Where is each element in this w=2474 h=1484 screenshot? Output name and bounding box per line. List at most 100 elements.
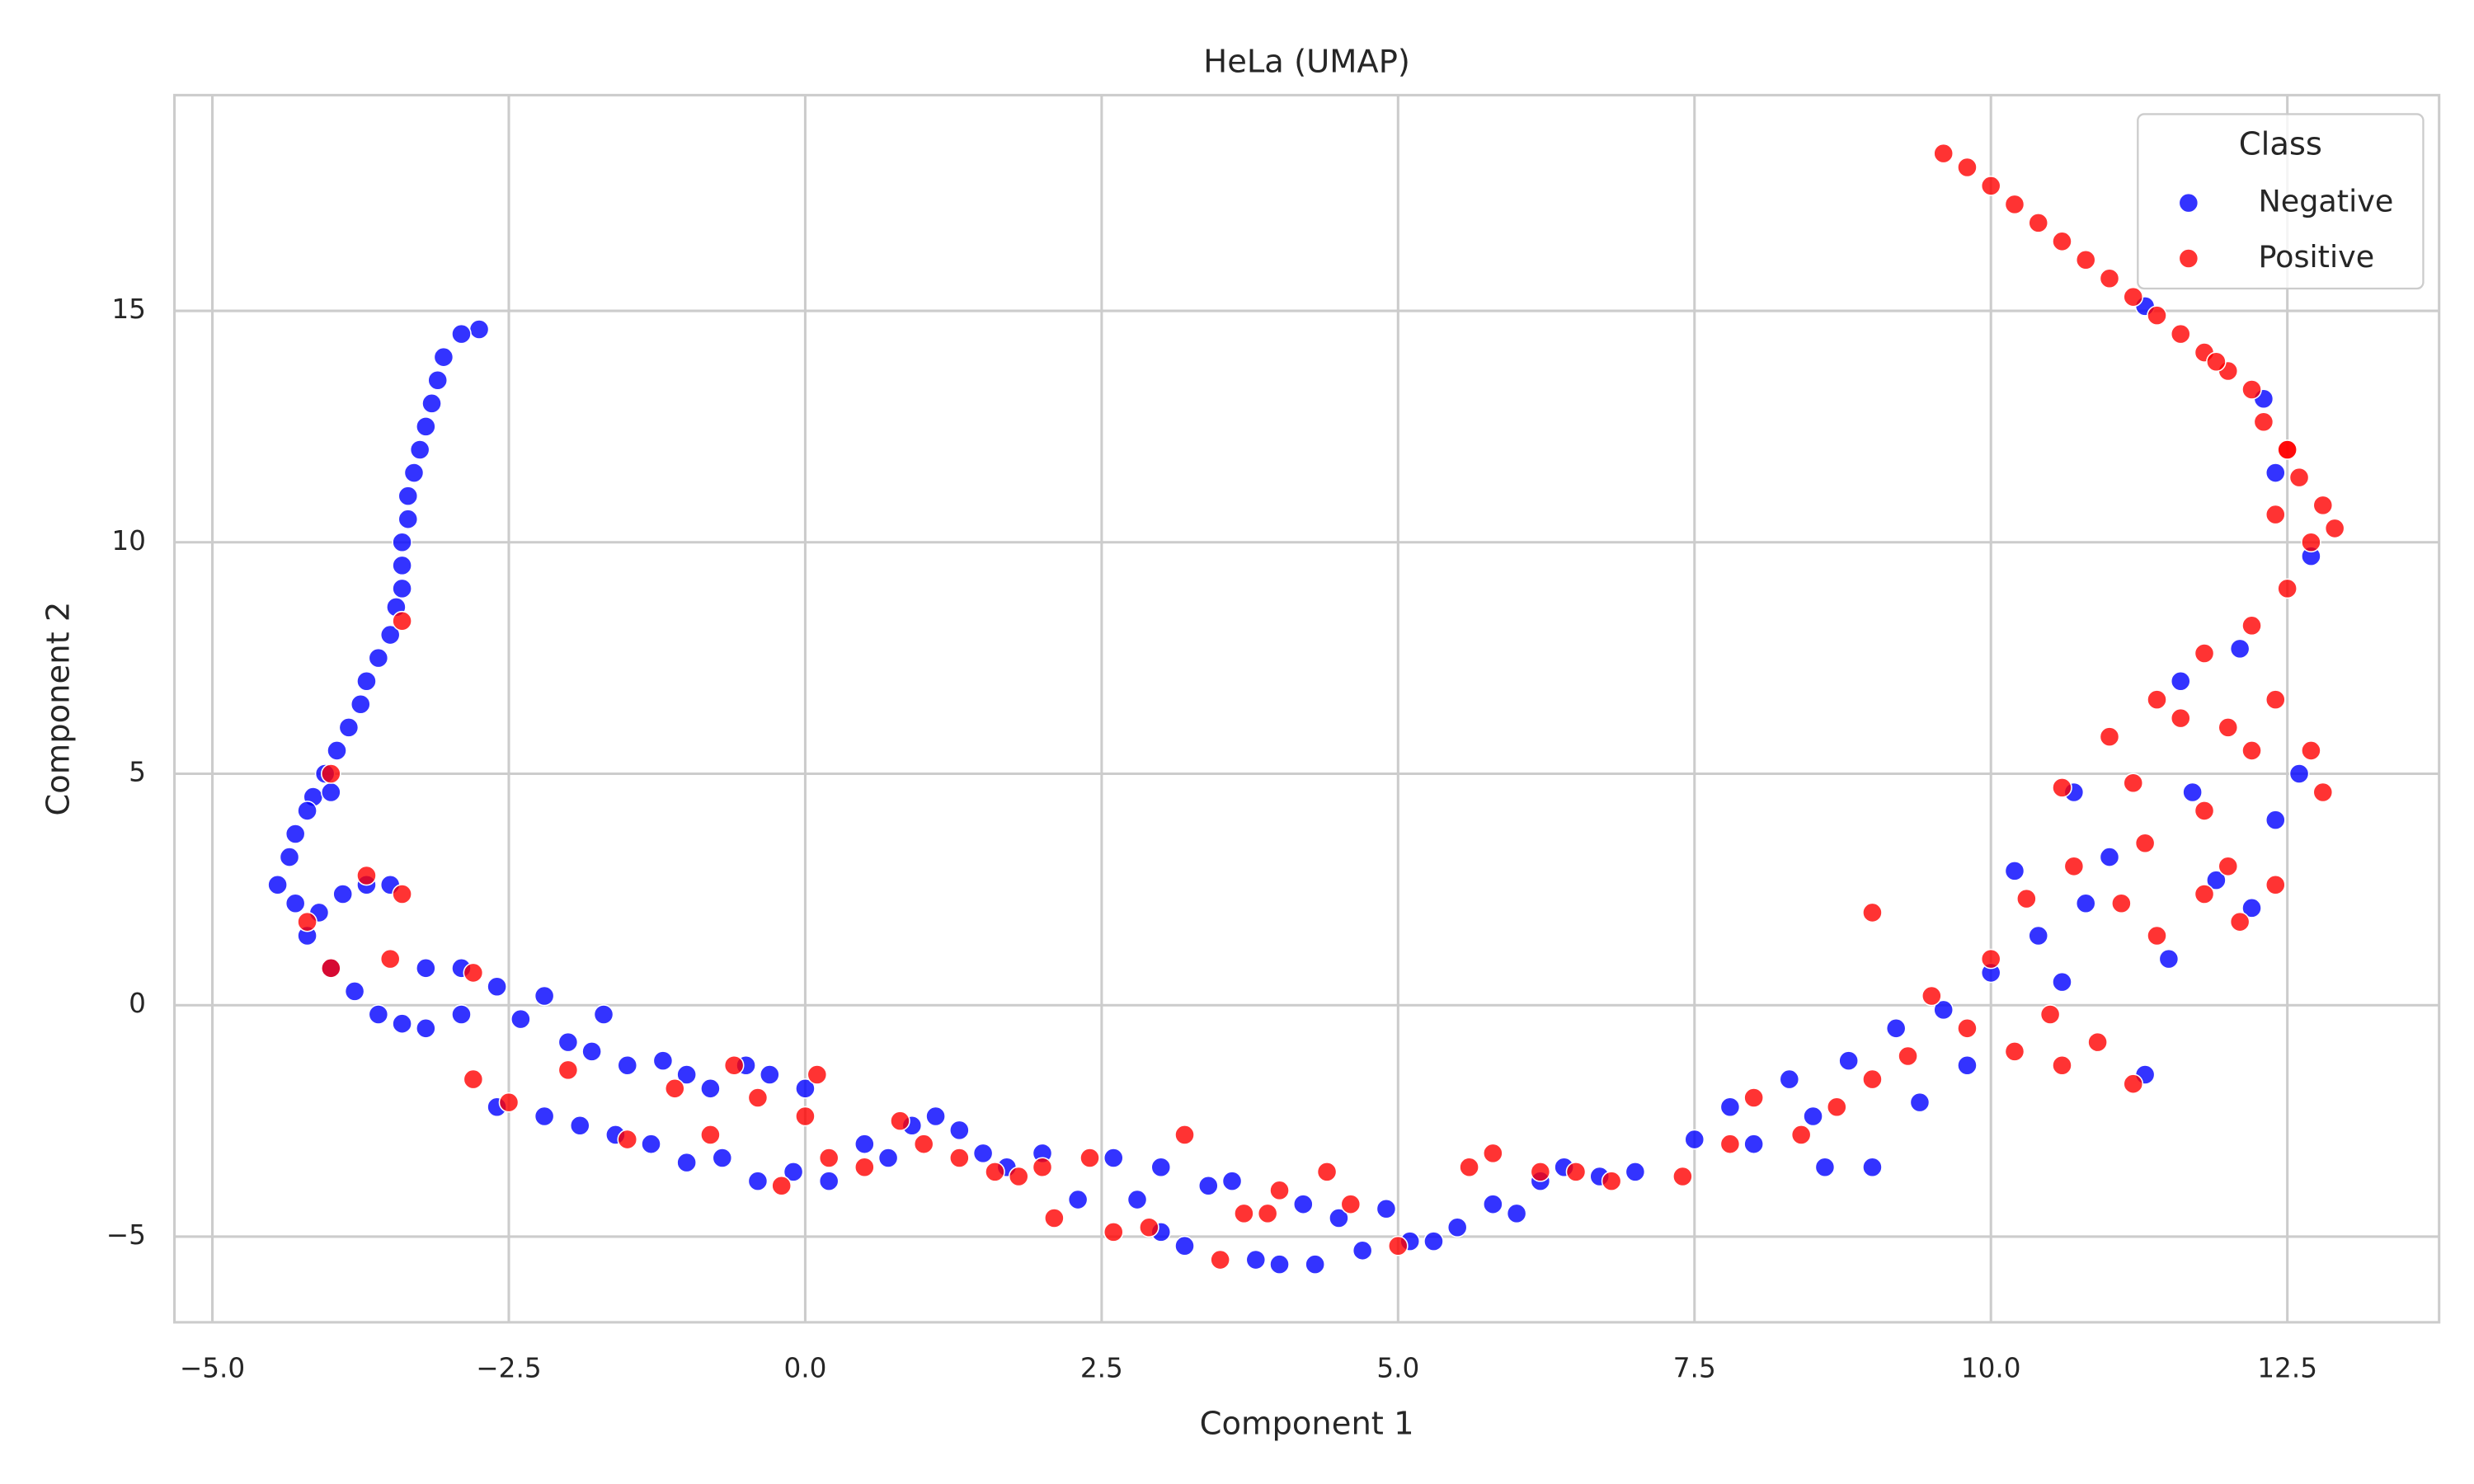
point bbox=[1980, 948, 2001, 970]
point bbox=[1197, 1175, 1219, 1196]
point bbox=[854, 1157, 875, 1178]
point bbox=[2265, 463, 2286, 483]
point bbox=[854, 1134, 875, 1154]
point bbox=[1719, 1097, 1741, 1118]
point bbox=[368, 1004, 389, 1025]
point bbox=[2147, 305, 2167, 326]
point bbox=[1446, 1217, 1468, 1238]
legend-label: Negative bbox=[2258, 184, 2393, 219]
point bbox=[403, 463, 425, 483]
chart-title: HeLa (UMAP) bbox=[1203, 43, 1410, 80]
point bbox=[1625, 1162, 1646, 1182]
point bbox=[297, 911, 317, 932]
y-tick-label: 5 bbox=[129, 757, 146, 788]
point bbox=[700, 1078, 721, 1099]
point bbox=[463, 1068, 484, 1090]
point bbox=[1506, 1203, 1527, 1224]
point bbox=[2229, 638, 2251, 660]
point bbox=[1139, 1217, 1159, 1238]
y-tick-label: −5 bbox=[106, 1219, 146, 1251]
point bbox=[557, 1031, 579, 1053]
point bbox=[723, 1054, 745, 1076]
point bbox=[392, 532, 412, 553]
point bbox=[1210, 1249, 1230, 1270]
point bbox=[327, 740, 347, 761]
point bbox=[1684, 1129, 1705, 1150]
point bbox=[1316, 1162, 1338, 1182]
point bbox=[285, 824, 306, 844]
point bbox=[1245, 1249, 1267, 1270]
point bbox=[2028, 925, 2049, 946]
point bbox=[2111, 893, 2132, 914]
grid bbox=[174, 95, 2439, 1322]
point bbox=[807, 1064, 828, 1085]
point bbox=[2253, 411, 2274, 433]
x-tick-label: 12.5 bbox=[2257, 1353, 2317, 1384]
point bbox=[1921, 985, 1942, 1007]
point bbox=[267, 874, 288, 895]
point bbox=[1329, 1208, 1349, 1228]
point bbox=[913, 1134, 934, 1154]
point bbox=[2301, 532, 2321, 553]
point bbox=[1803, 1106, 1823, 1127]
point bbox=[397, 509, 419, 530]
point bbox=[2206, 351, 2227, 373]
point bbox=[2123, 1073, 2144, 1094]
legend-marker bbox=[2178, 248, 2199, 269]
point bbox=[2052, 1054, 2072, 1076]
point bbox=[1779, 1068, 1800, 1090]
point bbox=[2123, 773, 2144, 794]
point bbox=[2265, 504, 2286, 525]
point bbox=[321, 958, 341, 979]
legend-title: Class bbox=[2239, 125, 2322, 162]
point bbox=[498, 1092, 520, 1113]
point bbox=[2099, 268, 2120, 289]
point bbox=[1838, 1050, 1859, 1071]
point bbox=[1340, 1194, 1362, 1214]
point bbox=[664, 1078, 685, 1099]
point bbox=[2052, 777, 2072, 798]
point bbox=[1601, 1171, 1622, 1191]
point bbox=[925, 1106, 946, 1127]
point bbox=[397, 486, 419, 506]
point bbox=[1269, 1254, 1290, 1275]
point bbox=[2182, 782, 2203, 803]
legend: Class Negative Positive bbox=[2137, 113, 2425, 290]
point bbox=[1885, 1018, 1907, 1039]
point bbox=[534, 985, 555, 1007]
point bbox=[2241, 898, 2262, 918]
point bbox=[321, 782, 341, 803]
y-tick-label: 0 bbox=[129, 988, 146, 1019]
point bbox=[972, 1143, 994, 1164]
point bbox=[1257, 1203, 1278, 1224]
point bbox=[379, 948, 401, 970]
point bbox=[2123, 286, 2144, 308]
point bbox=[771, 1175, 792, 1196]
point bbox=[700, 1125, 721, 1145]
point bbox=[2147, 925, 2167, 946]
point bbox=[416, 958, 436, 979]
point bbox=[1269, 1180, 1290, 1201]
plot-frame bbox=[173, 93, 2441, 1324]
point bbox=[1305, 1254, 1325, 1275]
point bbox=[877, 1148, 899, 1168]
point bbox=[1459, 1157, 1479, 1178]
point bbox=[368, 647, 389, 669]
point bbox=[1862, 1068, 1883, 1090]
point bbox=[1672, 1166, 1693, 1187]
point bbox=[2218, 717, 2239, 738]
point bbox=[285, 893, 306, 914]
point bbox=[747, 1171, 769, 1191]
point bbox=[344, 981, 365, 1002]
point bbox=[2099, 847, 2120, 867]
point bbox=[1933, 999, 1954, 1021]
point bbox=[1957, 1018, 1978, 1039]
x-tick-label: −2.5 bbox=[476, 1353, 541, 1384]
point bbox=[2265, 689, 2286, 710]
x-axis-label: Component 1 bbox=[1200, 1405, 1414, 1442]
point bbox=[350, 693, 371, 715]
point bbox=[2229, 911, 2251, 932]
point bbox=[818, 1148, 840, 1168]
point bbox=[1103, 1148, 1124, 1168]
point bbox=[2170, 707, 2191, 729]
